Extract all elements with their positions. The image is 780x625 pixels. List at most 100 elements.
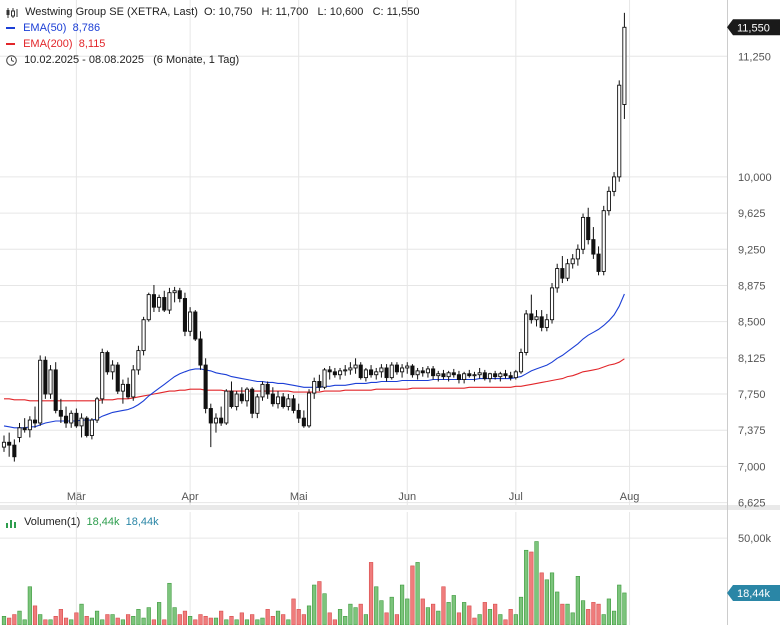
volume-bar bbox=[586, 609, 591, 625]
candle-body bbox=[1, 441, 7, 448]
candle-body bbox=[157, 297, 162, 308]
candle-body bbox=[606, 190, 611, 212]
candle-body bbox=[7, 441, 12, 446]
candle-body bbox=[126, 383, 131, 398]
candle-body bbox=[270, 393, 275, 405]
candle-body bbox=[415, 370, 420, 376]
volume-bar bbox=[555, 591, 560, 625]
volume-bar bbox=[296, 609, 301, 625]
volume-bar bbox=[353, 607, 358, 625]
volume-bar bbox=[105, 614, 110, 625]
volume-bar bbox=[322, 593, 327, 625]
candle-body bbox=[374, 371, 379, 376]
volume-bar bbox=[508, 609, 513, 625]
candle-body bbox=[234, 393, 239, 408]
volume-value-a: 18,44k bbox=[86, 516, 120, 528]
volume-bar bbox=[425, 607, 431, 625]
volume-bar bbox=[410, 565, 415, 625]
last-volume-tag: 18,44k bbox=[737, 588, 771, 600]
volume-bar bbox=[260, 617, 265, 625]
candle-body bbox=[580, 216, 586, 250]
candle-body bbox=[120, 383, 125, 392]
ema50-swatch bbox=[6, 27, 15, 30]
volume-icon bbox=[6, 517, 17, 529]
candle-body bbox=[224, 390, 229, 424]
date-range: 10.02.2025 - 08.08.2025 bbox=[24, 54, 144, 66]
price-tick-label: 7,000 bbox=[738, 461, 766, 473]
volume-bar bbox=[234, 619, 239, 625]
month-tick-label: Mär bbox=[67, 491, 86, 503]
volume-bar bbox=[162, 619, 167, 625]
last-price-tag-bg bbox=[727, 19, 780, 36]
candle-body bbox=[53, 369, 58, 411]
volume-bar bbox=[617, 584, 622, 625]
volume-bar bbox=[441, 586, 446, 625]
volume-bar bbox=[43, 619, 48, 625]
candle-body bbox=[524, 313, 529, 353]
candle-body bbox=[12, 444, 17, 458]
candle-body bbox=[177, 290, 182, 299]
volume-bar bbox=[363, 614, 369, 625]
candle-body bbox=[467, 373, 472, 377]
candle-body bbox=[38, 359, 43, 424]
volume-bar bbox=[580, 600, 586, 625]
volume-bar bbox=[141, 617, 146, 625]
candle-body bbox=[400, 367, 405, 373]
volume-bar bbox=[394, 614, 400, 625]
volume-bar bbox=[239, 612, 244, 625]
candle-body bbox=[601, 210, 606, 272]
volume-bar bbox=[100, 619, 105, 625]
ema200-swatch bbox=[6, 43, 15, 46]
candle-body bbox=[131, 369, 136, 398]
candle-body bbox=[405, 365, 410, 369]
chart-title-row: Westwing Group SE (XETRA, Last) O: 10,75… bbox=[6, 4, 419, 20]
volume-bar bbox=[198, 614, 203, 625]
candle-body bbox=[203, 364, 208, 409]
volume-bar bbox=[431, 603, 436, 625]
volume-bar bbox=[1, 616, 7, 625]
candle-body bbox=[312, 381, 317, 394]
price-tick-label: 10,000 bbox=[738, 172, 772, 184]
volume-bar bbox=[177, 614, 182, 625]
candle-body bbox=[555, 268, 560, 289]
candle-body bbox=[539, 316, 544, 328]
candle-body bbox=[591, 239, 596, 255]
candle-body bbox=[291, 398, 296, 411]
volume-bar bbox=[472, 617, 477, 625]
candle-body bbox=[534, 316, 539, 321]
volume-bar bbox=[281, 614, 286, 625]
volume-bar bbox=[193, 619, 198, 625]
volume-bar bbox=[151, 619, 157, 625]
month-tick-label: Aug bbox=[620, 491, 640, 503]
candle-body bbox=[255, 396, 260, 414]
volume-bar bbox=[420, 598, 425, 625]
volume-bar bbox=[53, 616, 58, 625]
candle-body bbox=[229, 390, 234, 408]
candle-body bbox=[369, 369, 374, 376]
volume-bar bbox=[270, 616, 275, 625]
candle-body bbox=[17, 427, 22, 438]
ema200-label: EMA(200) bbox=[23, 38, 73, 50]
candle-body bbox=[529, 313, 534, 321]
candle-body bbox=[575, 248, 580, 260]
month-tick-label: Jul bbox=[509, 491, 523, 503]
price-tick-label: 8,125 bbox=[738, 353, 766, 365]
candle-body bbox=[487, 373, 493, 380]
volume-bar bbox=[301, 614, 306, 625]
candle-body bbox=[110, 364, 115, 373]
candle-body bbox=[167, 292, 172, 311]
volume-bar bbox=[84, 616, 89, 625]
volume-bar bbox=[534, 541, 539, 625]
volume-value-b: 18,44k bbox=[125, 516, 159, 528]
volume-bar bbox=[136, 609, 141, 625]
grid-lines bbox=[0, 0, 727, 625]
volume-bar bbox=[167, 582, 172, 625]
volume-bar bbox=[203, 616, 208, 625]
candle-body bbox=[441, 373, 446, 378]
date-range-note: (6 Monate, 1 Tag) bbox=[153, 54, 240, 66]
volume-bar bbox=[591, 602, 596, 625]
candle-body bbox=[265, 383, 270, 395]
volume-bar bbox=[7, 617, 12, 625]
